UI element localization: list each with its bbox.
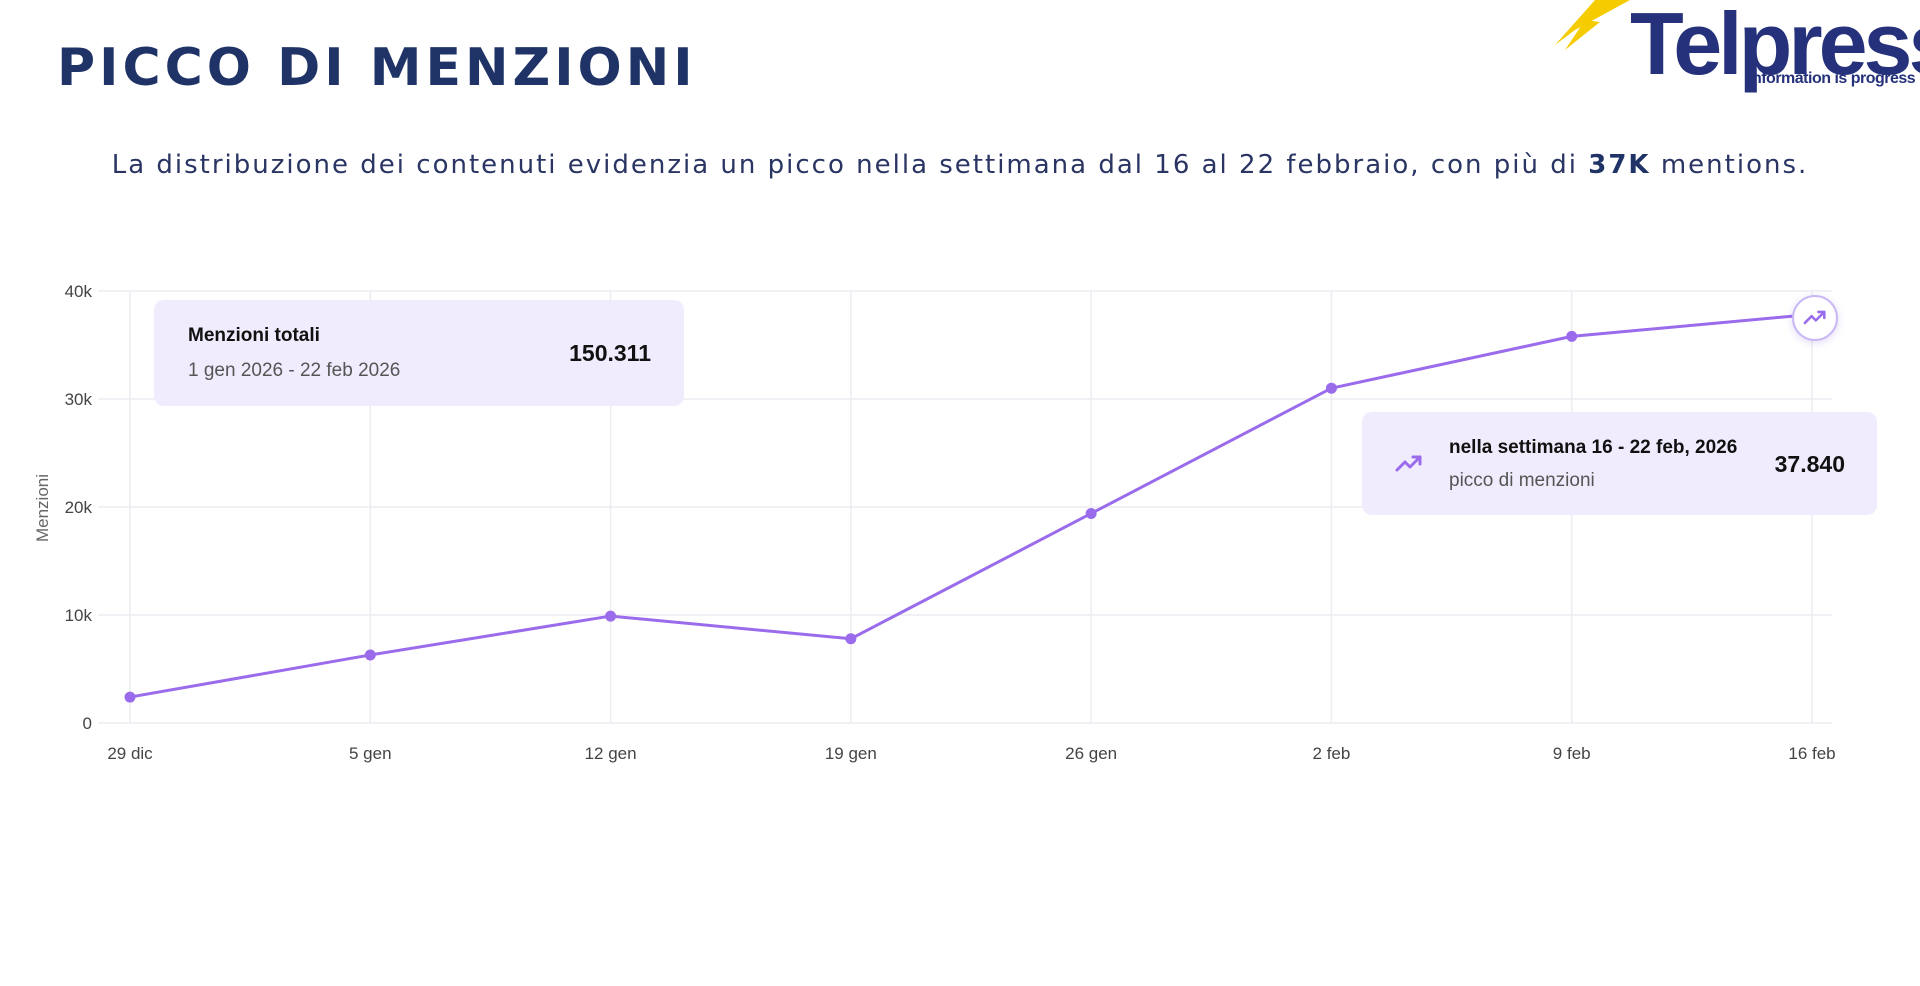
peak-subtitle: picco di menzioni: [1449, 470, 1595, 491]
x-tick-label: 16 feb: [1788, 744, 1835, 763]
series-line: [129, 312, 1813, 699]
subtitle-text-end: mentions.: [1650, 150, 1809, 180]
series-line-group: [129, 312, 1813, 699]
y-axis-label: Menzioni: [33, 474, 52, 542]
data-point: [364, 649, 376, 661]
data-point: [1325, 382, 1337, 394]
data-point: [1085, 507, 1097, 519]
trend-up-icon: [1803, 310, 1826, 325]
x-tick-label: 19 gen: [825, 744, 877, 763]
peak-value: 37.840: [1774, 451, 1845, 477]
y-tick-label: 20k: [65, 498, 93, 517]
total-mentions-card: Menzioni totali 1 gen 2026 - 22 feb 2026…: [154, 300, 684, 406]
y-tick-label: 40k: [65, 282, 93, 301]
peak-week-title: nella settimana 16 - 22 feb, 2026: [1449, 437, 1738, 458]
data-point: [1566, 330, 1578, 342]
data-points: [124, 330, 1578, 703]
x-axis: 29 dic 5 gen 12 gen 19 gen 26 gen 2 feb 9 feb 1…: [107, 744, 1835, 763]
logo-wordmark: Telpress: [1630, 0, 1920, 93]
subtitle-highlight: 37K: [1588, 150, 1651, 180]
total-mentions-value: 150.311: [569, 340, 651, 366]
page-subtitle: La distribuzione dei contenuti evidenzia…: [0, 150, 1920, 180]
logo-tagline: Information is progress: [1748, 70, 1916, 87]
x-tick-label: 29 dic: [107, 744, 153, 763]
peak-mentions-card: nella settimana 16 - 22 feb, 2026 picco …: [1362, 412, 1877, 515]
total-mentions-period: 1 gen 2026 - 22 feb 2026: [188, 360, 401, 381]
peak-marker-badge: [1792, 295, 1838, 341]
x-tick-label: 26 gen: [1065, 744, 1117, 763]
y-tick-label: 30k: [65, 390, 93, 409]
x-tick-label: 9 feb: [1553, 744, 1591, 763]
mentions-line-chart: 0 10k 20k 30k 40k 29 dic 5 gen 12 gen 19 gen 26 …: [33, 282, 1836, 763]
trend-up-icon: [1395, 455, 1422, 472]
data-point: [845, 633, 857, 645]
x-tick-label: 2 feb: [1313, 744, 1351, 763]
y-axis: 0 10k 20k 30k 40k: [65, 282, 93, 733]
x-tick-label: 5 gen: [349, 744, 392, 763]
page-title: PICCO DI MENZIONI: [57, 38, 697, 98]
logo-bolt-icon: [1555, 0, 1630, 50]
y-tick-label: 10k: [65, 606, 93, 625]
total-mentions-title: Menzioni totali: [188, 325, 320, 346]
data-point: [124, 691, 136, 703]
x-tick-label: 12 gen: [585, 744, 637, 763]
y-tick-label: 0: [83, 714, 92, 733]
data-point: [605, 610, 617, 622]
subtitle-text: La distribuzione dei contenuti evidenzia…: [111, 150, 1589, 180]
